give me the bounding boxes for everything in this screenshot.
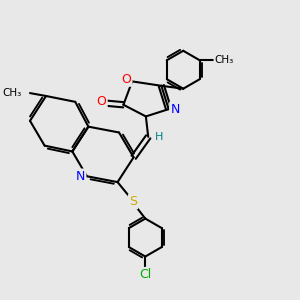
Text: O: O — [122, 73, 131, 85]
Text: O: O — [97, 95, 106, 108]
Text: H: H — [154, 132, 163, 142]
Text: S: S — [129, 195, 137, 208]
Text: N: N — [170, 103, 180, 116]
Text: Cl: Cl — [139, 268, 152, 281]
Text: CH₃: CH₃ — [2, 88, 21, 98]
Text: N: N — [76, 170, 85, 183]
Text: CH₃: CH₃ — [214, 55, 233, 65]
